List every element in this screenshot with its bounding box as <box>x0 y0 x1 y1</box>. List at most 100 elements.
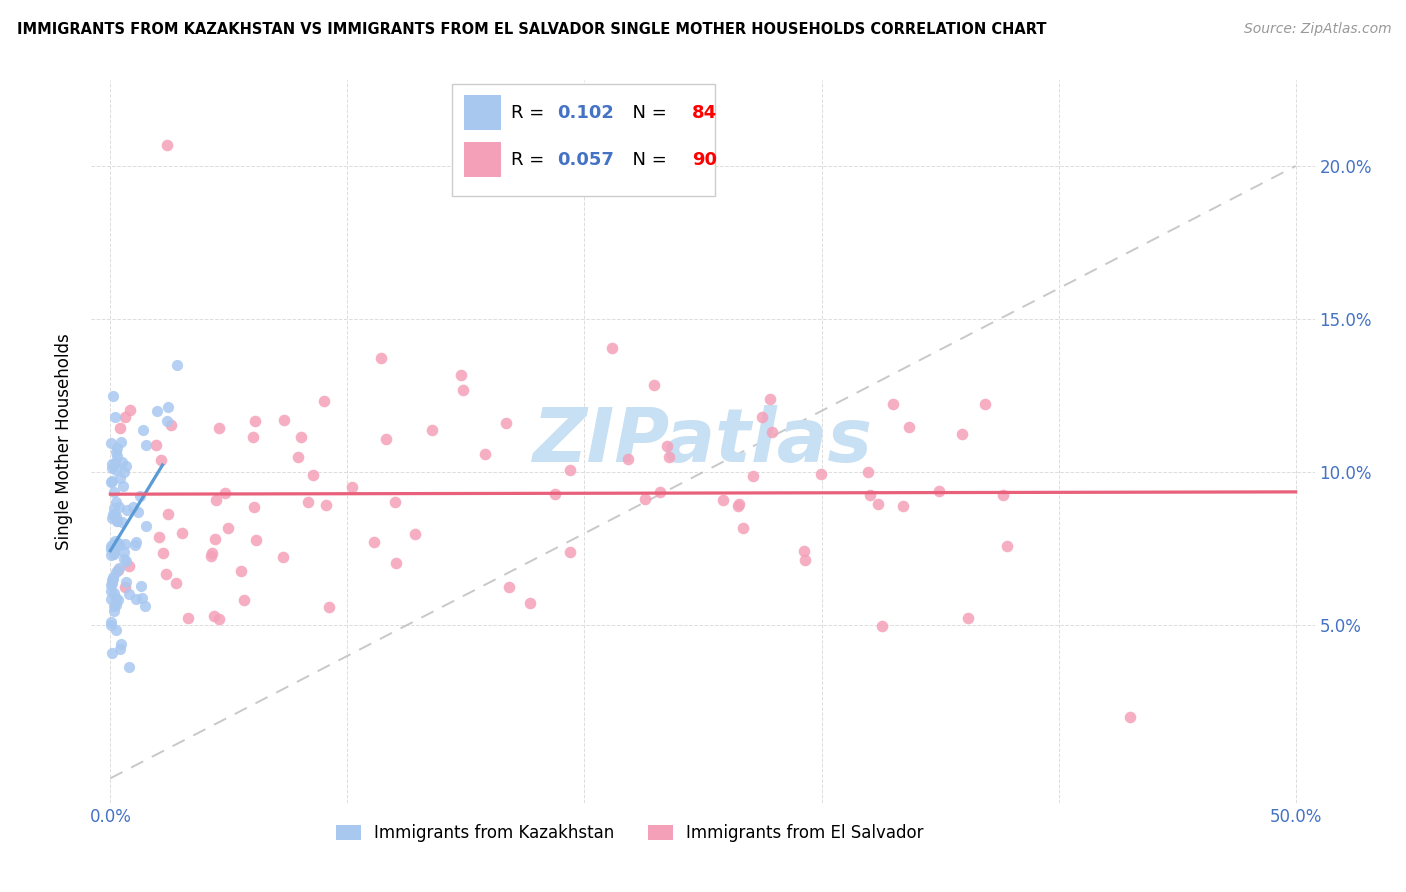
Point <box>103 586 125 600</box>
Point <box>108 642 131 657</box>
Point <box>125 592 148 607</box>
Point <box>105 514 128 528</box>
Point <box>103 572 125 586</box>
Point <box>156 137 179 152</box>
Point <box>751 410 773 425</box>
Point <box>810 467 832 481</box>
Point <box>891 499 914 513</box>
Point <box>108 538 131 552</box>
Point <box>156 414 179 428</box>
Point <box>111 479 134 493</box>
Point <box>897 420 920 434</box>
Point <box>134 599 156 613</box>
Point <box>128 489 150 503</box>
Point <box>125 534 148 549</box>
Point <box>115 503 138 517</box>
Point <box>160 418 183 433</box>
Point <box>956 610 979 624</box>
Point <box>135 438 157 452</box>
Point <box>148 530 170 544</box>
Point <box>104 533 127 548</box>
Point <box>100 584 122 599</box>
Point <box>100 541 122 556</box>
Point <box>242 430 264 444</box>
FancyBboxPatch shape <box>464 95 501 130</box>
Point <box>115 459 138 474</box>
Text: R =: R = <box>510 103 550 122</box>
Point <box>242 500 264 514</box>
Point <box>214 486 236 500</box>
Point <box>453 383 475 397</box>
Point <box>107 441 129 455</box>
Point <box>108 500 131 515</box>
Point <box>172 526 194 541</box>
Point <box>273 413 295 427</box>
Point <box>131 591 153 605</box>
Point <box>127 505 149 519</box>
Point <box>794 553 817 567</box>
Point <box>201 547 224 561</box>
Point <box>950 427 973 442</box>
Point <box>100 475 122 489</box>
Point <box>974 397 997 411</box>
Point <box>105 462 128 476</box>
Point <box>103 501 125 516</box>
Text: N =: N = <box>621 151 672 169</box>
Point <box>105 449 128 463</box>
Text: 90: 90 <box>692 151 717 169</box>
Point <box>111 455 134 469</box>
Point <box>112 551 135 566</box>
Point <box>100 576 122 591</box>
Point <box>375 432 398 446</box>
Legend: Immigrants from Kazakhstan, Immigrants from El Salvador: Immigrants from Kazakhstan, Immigrants f… <box>329 817 931 848</box>
Point <box>103 545 125 559</box>
Point <box>105 514 128 528</box>
Point <box>370 351 392 366</box>
Point <box>118 402 141 417</box>
Point <box>318 599 340 614</box>
Point <box>107 536 129 550</box>
Point <box>135 519 157 533</box>
Point <box>205 493 228 508</box>
Point <box>648 485 671 500</box>
Point <box>104 410 127 425</box>
Point <box>124 538 146 552</box>
Point <box>107 592 129 607</box>
Point <box>100 618 122 632</box>
Text: ZIPatlas: ZIPatlas <box>533 405 873 478</box>
Point <box>856 465 879 479</box>
Point <box>658 450 681 464</box>
Point <box>404 526 426 541</box>
Point <box>145 438 167 452</box>
Point <box>315 498 337 512</box>
Point <box>101 537 124 551</box>
Point <box>101 389 124 403</box>
Point <box>114 575 136 590</box>
Point <box>100 615 122 629</box>
Point <box>420 423 443 437</box>
Point <box>882 397 904 411</box>
Point <box>145 404 167 418</box>
Point <box>711 493 734 508</box>
Point <box>101 474 124 488</box>
Point <box>165 575 187 590</box>
Point <box>149 453 172 467</box>
Point <box>204 533 226 547</box>
Point <box>101 569 124 583</box>
Point <box>115 554 138 568</box>
Point <box>340 480 363 494</box>
Point <box>229 564 252 578</box>
Point <box>166 358 188 372</box>
Point <box>495 416 517 430</box>
Point <box>105 591 128 606</box>
Point <box>793 543 815 558</box>
Point <box>118 559 141 574</box>
Point <box>105 495 128 509</box>
Point <box>101 461 124 475</box>
Point <box>233 593 256 607</box>
Text: IMMIGRANTS FROM KAZAKHSTAN VS IMMIGRANTS FROM EL SALVADOR SINGLE MOTHER HOUSEHOL: IMMIGRANTS FROM KAZAKHSTAN VS IMMIGRANTS… <box>17 22 1046 37</box>
Point <box>156 400 179 414</box>
Point <box>302 467 325 482</box>
Point <box>208 612 231 626</box>
Point <box>100 573 122 587</box>
